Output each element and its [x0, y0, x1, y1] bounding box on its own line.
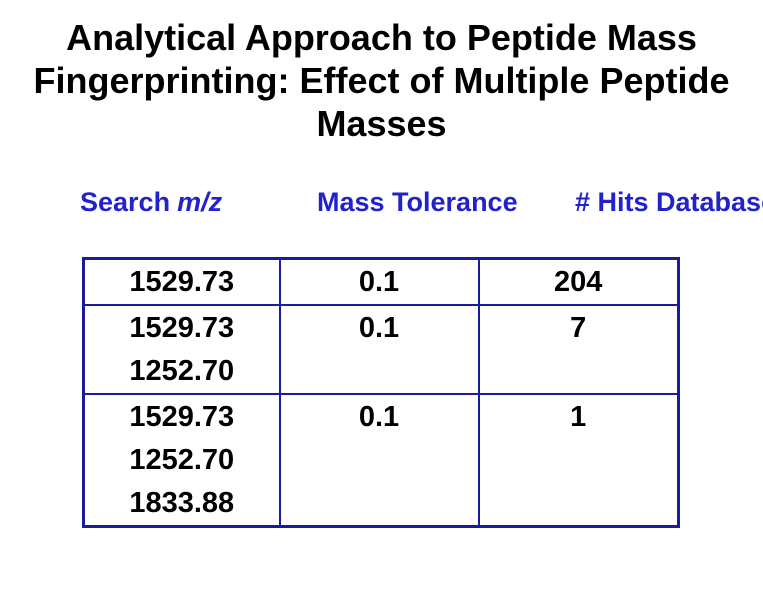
- slide-title-line-1: Analytical Approach to Peptide Mass: [66, 17, 697, 58]
- results-table: 1529.73 0.1 204 1529.73 1252.70 0.1 7 15: [82, 257, 680, 528]
- cell-search-mz: 1529.73 1252.70: [82, 304, 281, 395]
- cell-search-mz: 1529.73: [82, 257, 281, 306]
- mz-value: 1833.88: [129, 487, 235, 519]
- hits-value: 7: [570, 312, 587, 344]
- mz-value: 1252.70: [129, 355, 235, 387]
- mz-value: 1252.70: [129, 444, 235, 476]
- slide-title-line-3: Masses: [316, 103, 447, 144]
- table-row: 1529.73 1252.70 1833.88 0.1 1: [82, 393, 680, 528]
- cell-mass-tolerance: 0.1: [278, 393, 480, 528]
- column-header-mz-label: m/z: [177, 187, 223, 217]
- table-row: 1529.73 1252.70 0.1 7: [82, 304, 680, 395]
- cell-hits: 7: [477, 304, 680, 395]
- cell-hits: 204: [477, 257, 680, 306]
- slide-title-line-2: Fingerprinting: Effect of Multiple Pepti…: [33, 60, 730, 101]
- cell-hits: 1: [477, 393, 680, 528]
- tolerance-value: 0.1: [358, 266, 400, 298]
- tolerance-value: 0.1: [358, 312, 400, 344]
- column-header-search-label: Search: [80, 187, 171, 217]
- column-header-mass-tolerance: Mass Tolerance: [317, 187, 518, 217]
- hits-value: 1: [570, 401, 587, 433]
- mz-value: 1529.73: [129, 401, 235, 433]
- tolerance-value: 0.1: [358, 401, 400, 433]
- hits-value: 204: [554, 266, 603, 298]
- mz-value: 1529.73: [129, 312, 235, 344]
- cell-search-mz: 1529.73 1252.70 1833.88: [82, 393, 281, 528]
- table-row: 1529.73 0.1 204: [82, 257, 680, 306]
- mz-value: 1529.73: [129, 266, 235, 298]
- column-header-search-mz: Search m/z: [80, 187, 222, 217]
- cell-mass-tolerance: 0.1: [278, 257, 480, 306]
- column-header-hits-database: # Hits Database: [575, 187, 763, 217]
- cell-mass-tolerance: 0.1: [278, 304, 480, 395]
- slide-title: Analytical Approach to Peptide Mass Fing…: [0, 16, 763, 145]
